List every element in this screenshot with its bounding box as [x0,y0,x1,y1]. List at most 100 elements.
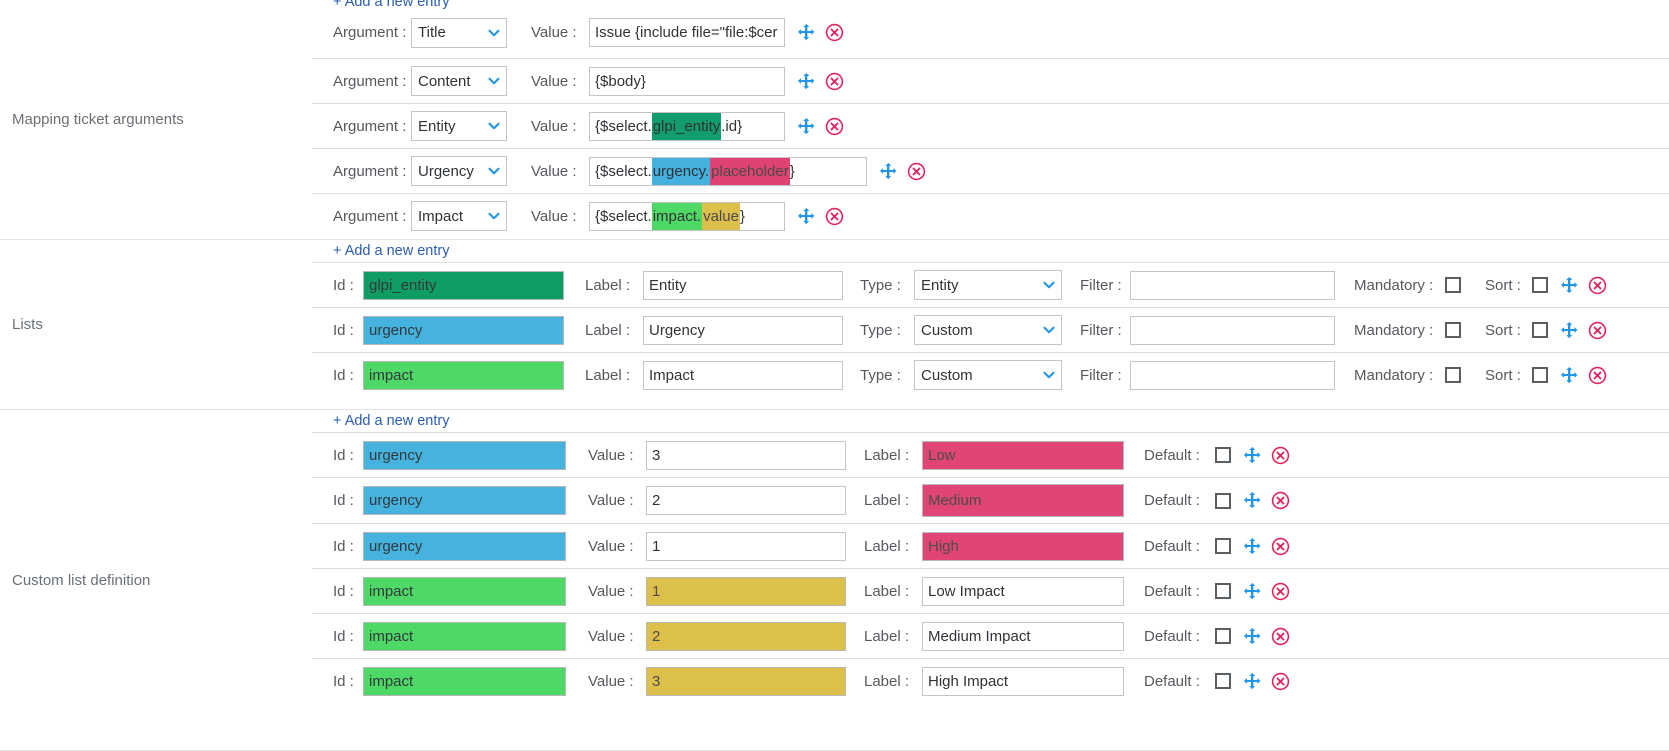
list-filter-input[interactable] [1130,360,1335,390]
delete-icon[interactable] [825,23,844,42]
move-icon[interactable] [1560,366,1579,385]
move-icon[interactable] [797,72,816,91]
id-label: Id : [333,276,354,294]
custom-value-input[interactable]: 1 [646,576,846,606]
custom-label-input[interactable]: Low Impact [922,576,1124,606]
value-input[interactable]: {$select. impact. value} [589,201,785,231]
custom-list-row: Id : impact Value : 3 Label : High Impact Defa… [312,658,1669,703]
move-icon[interactable] [1243,537,1262,556]
mapping-row: Argument : Urgency Value : {$select. urgency… [312,148,1669,193]
list-label-input[interactable]: Entity [643,270,843,300]
move-icon[interactable] [879,162,898,181]
id-label: Id : [333,366,354,384]
default-checkbox[interactable] [1215,447,1231,463]
delete-icon[interactable] [1271,537,1290,556]
section-label-custom-list: Custom list definition [12,571,151,589]
argument-select[interactable]: Impact [411,201,507,231]
value-input[interactable]: Issue {include file="file:$cer [589,18,785,47]
default-checkbox[interactable] [1215,673,1231,689]
list-id-input[interactable]: glpi_entity [363,270,564,300]
custom-label-input[interactable]: High Impact [922,666,1124,696]
custom-list-row: Id : urgency Value : 2 Label : Medium Default … [312,477,1669,523]
argument-select-value: Content [418,72,471,90]
mandatory-checkbox[interactable] [1445,322,1461,338]
value-label: Value : [588,537,634,555]
delete-icon[interactable] [1588,366,1607,385]
delete-icon[interactable] [825,117,844,136]
value-label: Value : [531,72,577,90]
list-type-select[interactable]: Custom [914,360,1062,390]
list-filter-input[interactable] [1130,315,1335,345]
delete-icon[interactable] [1271,672,1290,691]
move-icon[interactable] [797,117,816,136]
list-label-input[interactable]: Impact [643,360,843,390]
sort-checkbox[interactable] [1532,367,1548,383]
move-icon[interactable] [1560,276,1579,295]
value-label: Value : [588,627,634,645]
delete-icon[interactable] [1271,627,1290,646]
add-new-entry-mapping[interactable]: + Add a new entry [333,0,450,10]
default-checkbox[interactable] [1215,492,1231,509]
move-icon[interactable] [1243,672,1262,691]
add-new-entry-custom-list[interactable]: + Add a new entry [333,413,450,429]
default-checkbox[interactable] [1215,583,1231,599]
custom-label-input[interactable]: High [922,531,1124,561]
delete-icon[interactable] [825,72,844,91]
delete-icon[interactable] [1588,276,1607,295]
list-id-input[interactable]: impact [363,360,564,390]
custom-list-row-actions [1243,491,1290,510]
list-label-input[interactable]: Urgency [643,315,843,345]
label-label: Label : [864,446,910,464]
move-icon[interactable] [1243,491,1262,510]
custom-value-input[interactable]: 2 [646,621,846,651]
default-checkbox[interactable] [1215,538,1231,554]
custom-label-input[interactable]: Medium Impact [922,621,1124,651]
move-icon[interactable] [1243,582,1262,601]
delete-icon[interactable] [907,162,926,181]
argument-select[interactable]: Entity [411,111,507,141]
value-input[interactable]: {$body} [589,66,785,96]
sort-label: Sort : [1485,366,1521,384]
move-icon[interactable] [1243,446,1262,465]
custom-value-input[interactable]: 3 [646,666,846,696]
custom-list-row-actions [1243,446,1290,465]
mandatory-label: Mandatory : [1354,366,1434,384]
move-icon[interactable] [797,207,816,226]
delete-icon[interactable] [1271,582,1290,601]
list-type-select[interactable]: Custom [914,315,1062,345]
custom-id-input[interactable]: impact [363,621,566,651]
custom-value-input[interactable]: 3 [646,440,846,470]
custom-value-input[interactable]: 1 [646,531,846,561]
list-type-select[interactable]: Entity [914,270,1062,300]
add-new-entry-lists[interactable]: + Add a new entry [333,243,450,259]
argument-select[interactable]: Content [411,66,507,96]
move-icon[interactable] [1243,627,1262,646]
argument-select[interactable]: Urgency [411,156,507,186]
move-icon[interactable] [797,23,816,42]
argument-select[interactable]: Title [411,17,507,48]
custom-value-input[interactable]: 2 [646,486,846,515]
move-icon[interactable] [1560,321,1579,340]
sort-checkbox[interactable] [1532,322,1548,338]
delete-icon[interactable] [825,207,844,226]
custom-id-input[interactable]: urgency [363,531,566,561]
list-filter-input[interactable] [1130,270,1335,300]
value-input[interactable]: {$select. glpi_entity .id} [589,111,785,141]
value-input[interactable]: {$select. urgency. placeholder} [589,156,867,186]
delete-icon[interactable] [1271,491,1290,510]
delete-icon[interactable] [1271,446,1290,465]
default-checkbox[interactable] [1215,628,1231,644]
mapping-row-actions [797,207,844,226]
default-label: Default : [1144,537,1200,555]
custom-id-input[interactable]: impact [363,666,566,696]
custom-id-input[interactable]: urgency [363,440,566,470]
mandatory-checkbox[interactable] [1445,277,1461,293]
custom-label-input[interactable]: Medium [922,484,1124,517]
sort-checkbox[interactable] [1532,277,1548,293]
delete-icon[interactable] [1588,321,1607,340]
custom-id-input[interactable]: impact [363,576,566,606]
list-id-input[interactable]: urgency [363,315,564,345]
mandatory-checkbox[interactable] [1445,367,1461,383]
custom-id-input[interactable]: urgency [363,486,566,515]
custom-label-input[interactable]: Low [922,440,1124,470]
